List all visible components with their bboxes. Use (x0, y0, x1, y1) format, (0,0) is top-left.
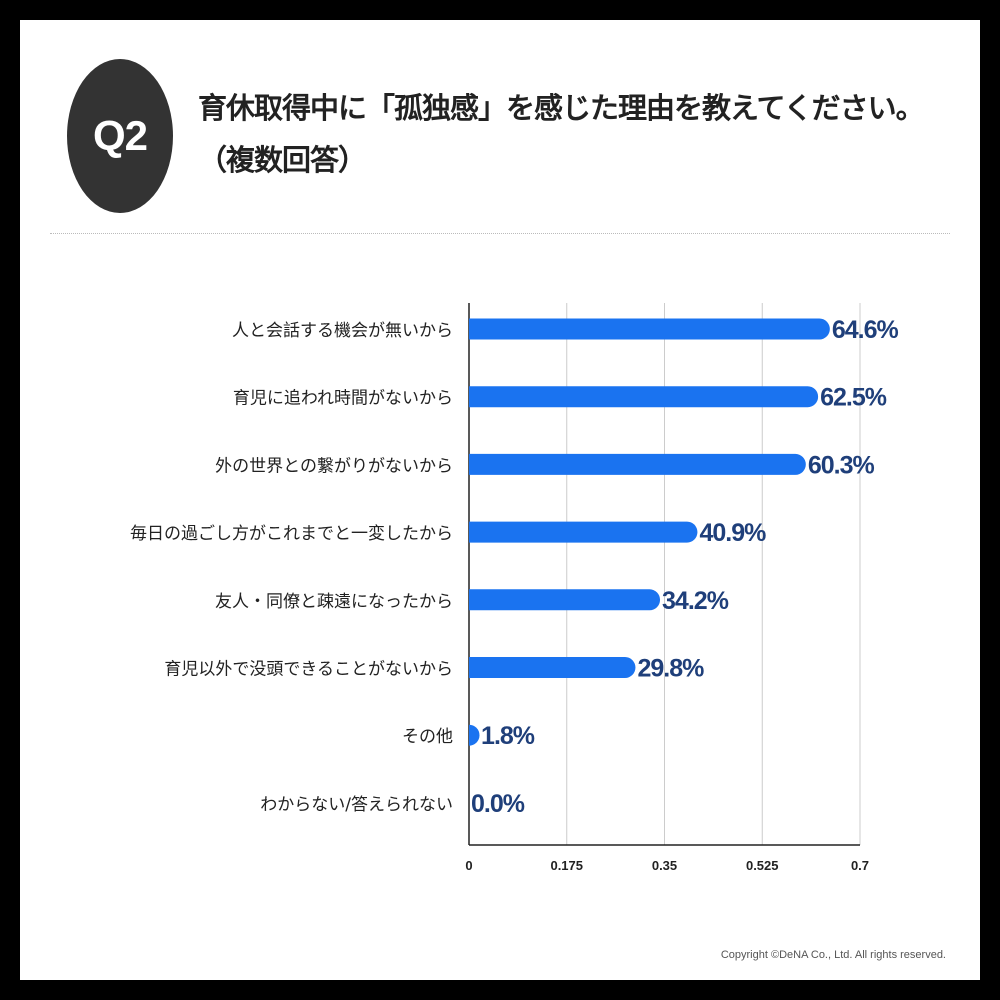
divider (50, 233, 950, 234)
bar (469, 589, 661, 611)
data-label: 62.5% (820, 384, 887, 412)
x-tick-label: 0.7 (851, 858, 869, 873)
question-title-line2: （複数回答） (198, 143, 367, 177)
data-label: 1.8% (481, 722, 535, 750)
bar (469, 386, 819, 408)
category-label: 育児に追われ時間がないから (233, 389, 453, 409)
question-title: 育休取得中に「孤独感」を感じた理由を教えてください。 （複数回答） (198, 82, 968, 186)
category-label: その他 (402, 727, 453, 747)
bar (469, 318, 830, 340)
question-title-line1: 育休取得中に「孤独感」を感じた理由を教えてください。 (198, 91, 925, 125)
card: Q2 育休取得中に「孤独感」を感じた理由を教えてください。 （複数回答） 0 0.… (20, 20, 980, 980)
x-tick-label: 0.35 (652, 858, 677, 873)
data-label: 40.9% (699, 519, 766, 547)
question-badge: Q2 (67, 59, 173, 213)
category-label: わからない/答えられない (260, 795, 453, 815)
category-label: 人と会話する機会が無いから (232, 321, 453, 341)
category-label: 友人・同僚と疎遠になったから (215, 592, 453, 612)
x-tick-label: 0.175 (550, 858, 583, 873)
bar (469, 453, 806, 475)
data-label: 34.2% (662, 587, 729, 615)
data-label: 0.0% (471, 790, 525, 818)
copyright: Copyright ©DeNA Co., Ltd. All rights res… (720, 949, 946, 961)
x-tick-label: 0.525 (746, 858, 779, 873)
data-label: 29.8% (637, 655, 704, 683)
category-label: 毎日の過ごし方がこれまでと一変したから (130, 524, 453, 544)
bar (469, 657, 636, 678)
x-tick-label: 0 (465, 858, 472, 873)
bar (469, 521, 698, 543)
category-label: 外の世界との繋がりがないから (215, 456, 453, 476)
bar-chart: 0 0.175 0.35 0.525 0.7 人と会話する機会が無いから 64.6% 育児に追… (130, 303, 899, 873)
data-label: 60.3% (808, 451, 875, 479)
bar (469, 724, 480, 746)
data-label: 64.6% (832, 316, 899, 344)
category-label: 育児以外で没頭できることがないから (164, 660, 453, 680)
